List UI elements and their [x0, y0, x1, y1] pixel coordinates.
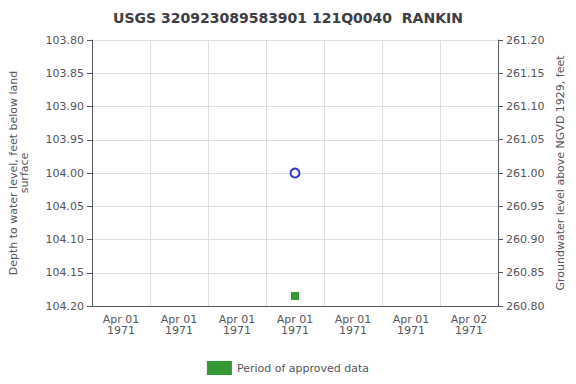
svg-text:Apr 01: Apr 01 — [160, 313, 198, 326]
svg-text:260.80: 260.80 — [506, 300, 545, 313]
svg-text:103.80: 103.80 — [46, 34, 85, 47]
svg-text:1971: 1971 — [455, 324, 483, 337]
svg-text:Apr 01: Apr 01 — [334, 313, 372, 326]
svg-text:260.95: 260.95 — [506, 200, 545, 213]
svg-text:104.05: 104.05 — [46, 200, 85, 213]
svg-text:surface: surface — [18, 152, 31, 193]
svg-text:Depth to water level, feet bel: Depth to water level, feet below land — [7, 70, 20, 276]
svg-text:260.90: 260.90 — [506, 233, 545, 246]
svg-text:261.15: 261.15 — [506, 67, 545, 80]
svg-text:1971: 1971 — [339, 324, 367, 337]
svg-text:USGS 320923089583901 121Q0040: USGS 320923089583901 121Q0040 RANKIN — [113, 10, 463, 26]
svg-text:261.10: 261.10 — [506, 100, 545, 113]
svg-text:Apr 01: Apr 01 — [392, 313, 430, 326]
svg-text:1971: 1971 — [107, 324, 135, 337]
svg-text:261.05: 261.05 — [506, 133, 545, 146]
svg-text:261.00: 261.00 — [506, 167, 545, 180]
svg-text:Groundwater level above NGVD 1: Groundwater level above NGVD 1929, feet — [554, 55, 567, 291]
svg-text:103.90: 103.90 — [46, 100, 85, 113]
svg-text:104.20: 104.20 — [46, 300, 85, 313]
svg-text:Apr 01: Apr 01 — [102, 313, 140, 326]
svg-text:1971: 1971 — [165, 324, 193, 337]
svg-text:103.95: 103.95 — [46, 133, 85, 146]
svg-text:1971: 1971 — [281, 324, 309, 337]
svg-text:103.85: 103.85 — [46, 67, 85, 80]
svg-text:104.10: 104.10 — [46, 233, 85, 246]
svg-text:104.15: 104.15 — [46, 266, 85, 279]
svg-text:Apr 01: Apr 01 — [276, 313, 314, 326]
svg-text:1971: 1971 — [397, 324, 425, 337]
svg-text:261.20: 261.20 — [506, 34, 545, 47]
svg-text:104.00: 104.00 — [46, 167, 85, 180]
svg-text:260.85: 260.85 — [506, 266, 545, 279]
svg-text:Period of approved data: Period of approved data — [237, 362, 369, 375]
svg-text:Apr 02: Apr 02 — [450, 313, 488, 326]
svg-text:1971: 1971 — [223, 324, 251, 337]
svg-text:Apr 01: Apr 01 — [218, 313, 256, 326]
